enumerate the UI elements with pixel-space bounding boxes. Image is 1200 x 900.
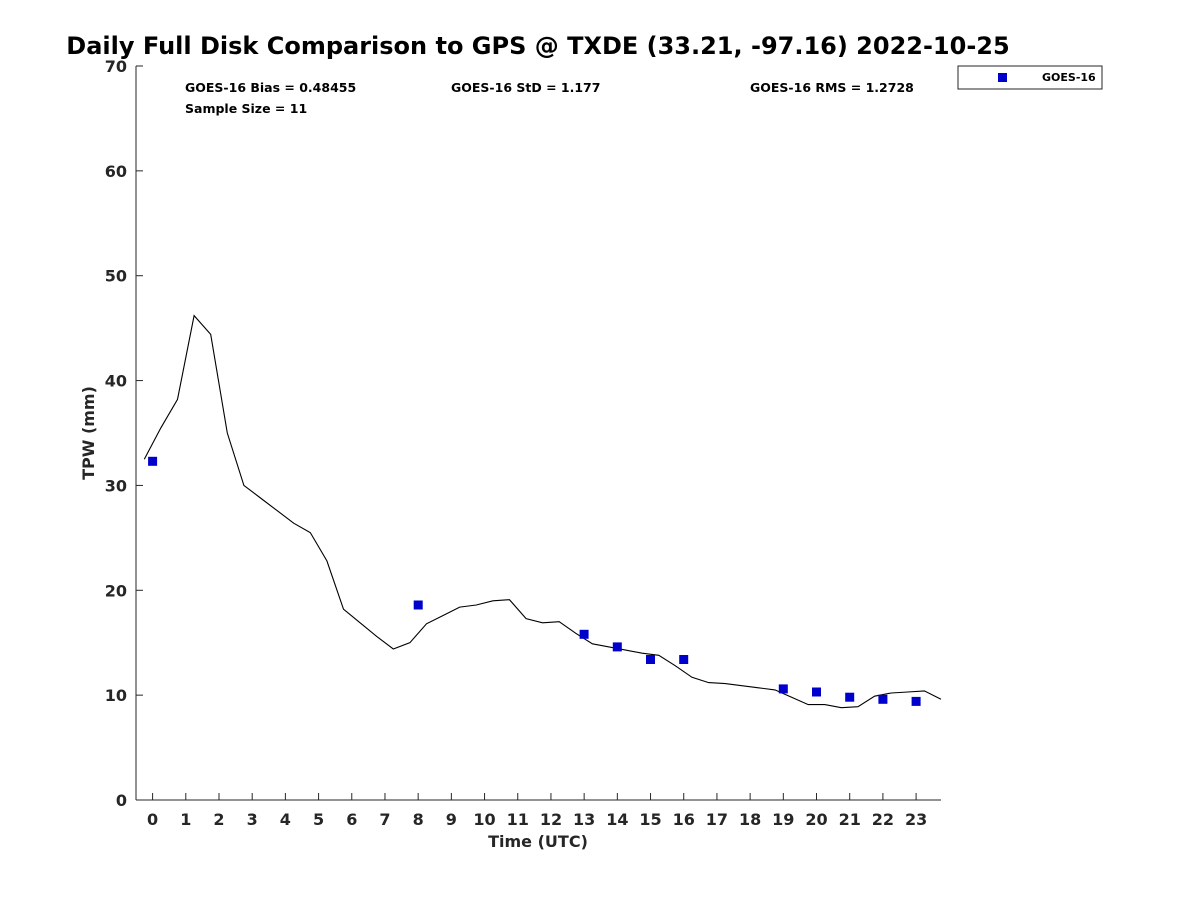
y-tick-label: 20 xyxy=(105,581,127,600)
data-point xyxy=(845,692,855,702)
x-tick-label: 3 xyxy=(247,810,258,829)
y-tick-label: 50 xyxy=(105,267,127,286)
data-point xyxy=(911,696,921,706)
x-tick-label: 20 xyxy=(805,810,827,829)
x-tick-label: 11 xyxy=(507,810,529,829)
x-tick-label: 23 xyxy=(905,810,927,829)
rms-stat: GOES-16 RMS = 1.2728 xyxy=(750,80,914,95)
x-tick-label: 15 xyxy=(639,810,661,829)
x-tick-label: 22 xyxy=(872,810,894,829)
y-tick-label: 10 xyxy=(105,686,127,705)
x-tick-label: 1 xyxy=(180,810,191,829)
y-tick-label: 0 xyxy=(116,791,127,810)
plot-area xyxy=(136,66,941,800)
data-point xyxy=(679,655,689,664)
x-tick-label: 4 xyxy=(280,810,291,829)
x-tick-label: 9 xyxy=(446,810,457,829)
data-point xyxy=(812,687,821,697)
gps-tpw-line xyxy=(143,314,942,709)
x-tick-label: 12 xyxy=(540,810,562,829)
chart-title: Daily Full Disk Comparison to GPS @ TXDE… xyxy=(66,32,1009,60)
x-tick-label: 21 xyxy=(839,810,861,829)
data-point xyxy=(413,600,423,610)
x-tick-label: 6 xyxy=(346,810,357,829)
x-tick-label: 13 xyxy=(573,810,595,829)
data-point xyxy=(579,629,589,639)
x-tick-label: 18 xyxy=(739,810,761,829)
x-tick-label: 2 xyxy=(213,810,224,829)
data-point xyxy=(646,655,655,664)
x-ticks: 0 1 2 3 4 5 6 7 8 9 10 11 12 13 14 15 16 17 18 19 20 21 22 23 xyxy=(147,793,927,829)
line-series xyxy=(143,314,942,709)
data-point xyxy=(148,456,158,466)
std-stat: GOES-16 StD = 1.177 xyxy=(451,80,600,95)
x-tick-label: 5 xyxy=(313,810,324,829)
y-axis-label: TPW (mm) xyxy=(79,386,98,480)
x-tick-label: 16 xyxy=(673,810,695,829)
y-tick-label: 60 xyxy=(105,162,127,181)
x-tick-label: 0 xyxy=(147,810,158,829)
legend-marker xyxy=(998,73,1007,82)
x-tick-label: 10 xyxy=(473,810,495,829)
goes16-series xyxy=(148,456,921,706)
legend-box xyxy=(957,65,1103,90)
y-tick-label: 30 xyxy=(105,476,127,495)
y-ticks: 0 10 20 30 40 50 60 70 xyxy=(105,57,143,810)
x-axis-label: Time (UTC) xyxy=(488,832,588,851)
x-tick-label: 7 xyxy=(379,810,390,829)
x-tick-label: 19 xyxy=(772,810,794,829)
y-tick-label: 70 xyxy=(105,57,127,76)
data-point xyxy=(612,642,622,652)
sample-size-stat: Sample Size = 11 xyxy=(185,101,307,116)
bias-stat: GOES-16 Bias = 0.48455 xyxy=(185,80,356,95)
x-tick-label: 17 xyxy=(706,810,728,829)
y-tick-label: 40 xyxy=(105,372,127,391)
legend-label: GOES-16 xyxy=(1042,71,1096,84)
data-point xyxy=(778,684,788,694)
x-tick-label: 8 xyxy=(413,810,424,829)
legend: GOES-16 xyxy=(957,65,1103,90)
x-tick-label: 14 xyxy=(606,810,628,829)
data-point xyxy=(878,694,888,704)
